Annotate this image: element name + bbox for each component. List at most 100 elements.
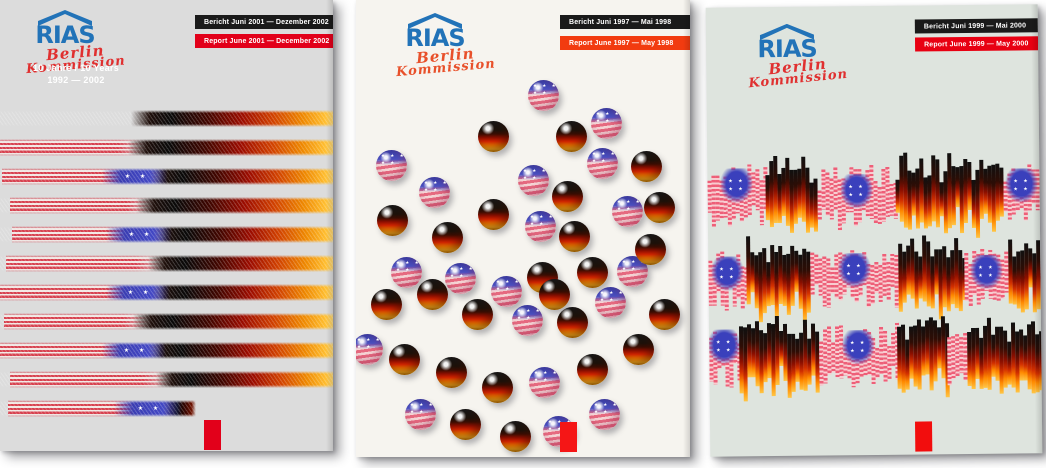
flag-stripe [0, 226, 333, 243]
german-flag-part [160, 400, 196, 417]
rias-logo-mark: RIAS [36, 10, 94, 46]
german-flag-part [148, 284, 333, 301]
red-mark [560, 422, 577, 452]
german-flag-part [150, 226, 333, 243]
us-flag-part [0, 342, 164, 359]
waveform-segment-de [765, 155, 819, 236]
flag-stripes-artwork [0, 0, 333, 451]
german-flag-part [156, 371, 333, 388]
rias-wordmark: RIAS [758, 35, 816, 61]
german-flag-marble [377, 205, 408, 236]
rias-wordmark: RIAS [406, 24, 464, 49]
anniversary-line2: 1992 — 2002 [47, 75, 105, 86]
report-cover-1997-1998: RIAS Berlin Kommission Bericht Juni 1997… [356, 0, 690, 457]
star-field [970, 254, 1003, 289]
flag-stripe [0, 110, 333, 127]
banner-english-text: Report June 2001 — December 2002 [204, 37, 330, 45]
waveform-segment-de [746, 236, 811, 323]
banner-english: Report June 1997 — May 1998 [560, 36, 690, 50]
us-flag-part [12, 226, 170, 243]
german-flag-marble [631, 151, 662, 182]
german-flag-marble [623, 334, 654, 365]
anniversary-subtitle: 10 Jahre / 10 Years 1992 — 2002 [20, 62, 132, 86]
us-flag-marble [518, 165, 549, 196]
us-flag-marble [595, 287, 626, 318]
star-field [838, 253, 871, 288]
star-field [720, 168, 753, 203]
banner-german: Bericht Juni 1997 — Mai 1998 [560, 15, 690, 29]
rias-logo-mark: RIAS [406, 13, 464, 49]
waveform-band [708, 235, 1041, 323]
rias-logo-mark: RIAS [758, 23, 816, 61]
waveform-segment-de [897, 316, 950, 398]
banner-german-text: Bericht Juni 1999 — Mai 2000 [923, 21, 1027, 30]
flag-stripe [0, 197, 333, 214]
us-flag-marble [391, 257, 422, 288]
report-cover-2001-2002: RIAS Berlin Kommission 10 Jahre / 10 Yea… [0, 0, 333, 451]
star-field [842, 330, 875, 365]
waveform-band [708, 315, 1043, 402]
star-field [114, 400, 182, 417]
star-field [1005, 168, 1038, 203]
waveform-segment-de [895, 152, 1004, 238]
german-flag-marble [649, 299, 680, 330]
german-flag-marble [436, 357, 467, 388]
us-flag-part [10, 371, 176, 388]
waveform-segment-us [1003, 156, 1040, 232]
banner-english: Report June 2001 — December 2002 [195, 34, 333, 48]
red-mark [915, 421, 933, 452]
red-mark [204, 420, 221, 450]
us-flag-part [0, 284, 168, 301]
german-flag-part [146, 168, 333, 185]
waveform-segment-us [707, 159, 768, 236]
waveform-segment-de [1008, 238, 1041, 313]
us-flag-marble [528, 80, 559, 111]
waveform-segment-us [708, 319, 742, 395]
us-flag-marble [356, 334, 383, 365]
banner-german: Bericht Juni 2001 — Dezember 2002 [195, 15, 333, 29]
waveform-segment-us [708, 241, 749, 315]
rias-logo: RIAS Berlin Kommission [394, 13, 514, 80]
us-flag-marble [612, 196, 643, 227]
us-flag-marble [376, 150, 407, 181]
waveform-bar [1036, 239, 1041, 309]
german-flag-marble [478, 199, 509, 230]
us-flag-marble [491, 276, 522, 307]
us-flag-part [4, 313, 153, 330]
us-flag-marble [405, 399, 436, 430]
german-flag-marble [557, 307, 588, 338]
us-flag-part [10, 197, 156, 214]
german-flag-marble [432, 222, 463, 253]
rias-logo: RIAS Berlin Kommission [746, 23, 867, 92]
us-flag-marble [512, 305, 543, 336]
waveform-segment-de [738, 315, 820, 402]
waveform-segment-us [947, 317, 968, 393]
german-flag-marble [478, 121, 509, 152]
us-flag-part [8, 400, 180, 417]
flag-stripe [0, 400, 196, 417]
us-flag-part [0, 139, 148, 156]
waveform-bar [1039, 330, 1043, 390]
us-flag-marble [591, 108, 622, 139]
flag-stripe [0, 255, 333, 272]
german-flag-marble [556, 121, 587, 152]
us-flag-marble [445, 263, 476, 294]
us-flag-marble [589, 399, 620, 430]
anniversary-line1: 10 Jahre / 10 Years [32, 63, 120, 73]
star-field [840, 174, 873, 209]
us-flag-marble [525, 211, 556, 242]
banner-german-text: Bericht Juni 1997 — Mai 1998 [569, 18, 672, 26]
german-flag-marble [450, 409, 481, 440]
german-flag-marble [559, 221, 590, 252]
german-flag-marble [482, 372, 513, 403]
star-field [102, 342, 166, 359]
waveform-segment-us [964, 239, 1009, 313]
star-field [106, 284, 170, 301]
german-flag-part [131, 110, 333, 127]
german-flag-part [148, 255, 333, 272]
star-field [102, 168, 168, 185]
flag-marbles-artwork [356, 0, 690, 457]
german-flag-part [144, 342, 333, 359]
german-flag-marble [462, 299, 493, 330]
banner-english-text: Report June 1999 — May 2000 [924, 39, 1029, 48]
